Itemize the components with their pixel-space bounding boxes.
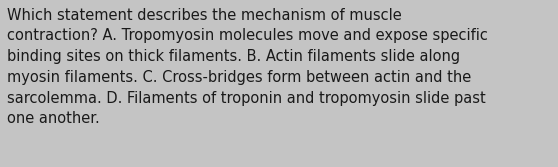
Text: Which statement describes the mechanism of muscle
contraction? A. Tropomyosin mo: Which statement describes the mechanism … — [7, 8, 488, 126]
